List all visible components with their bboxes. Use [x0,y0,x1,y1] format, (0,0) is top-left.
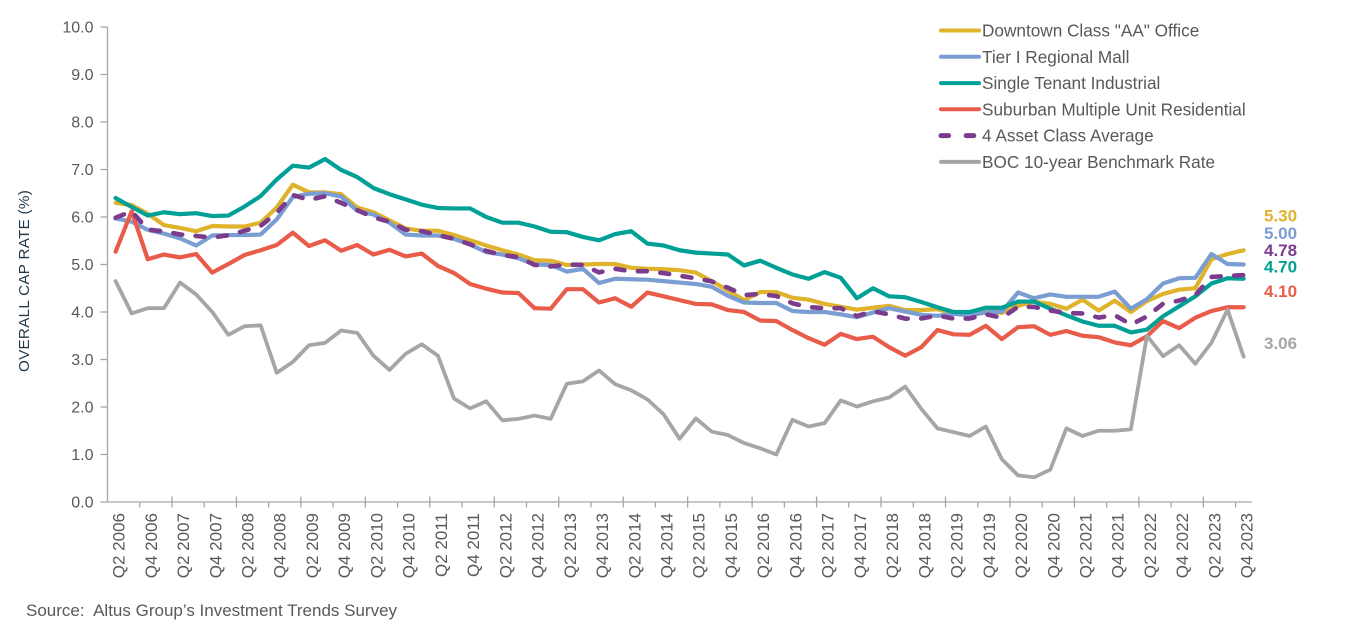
svg-text:Q4 2009: Q4 2009 [335,513,354,578]
svg-text:BOC 10-year Benchmark Rate: BOC 10-year Benchmark Rate [982,152,1215,172]
svg-text:Q2 2016: Q2 2016 [754,513,773,578]
svg-text:Q4 2020: Q4 2020 [1044,513,1063,578]
svg-text:5.0: 5.0 [71,257,93,274]
svg-text:2.0: 2.0 [71,400,93,417]
svg-text:Downtown Class "AA" Office: Downtown Class "AA" Office [982,21,1199,41]
svg-text:Q4 2022: Q4 2022 [1173,513,1192,578]
svg-text:Q4 2014: Q4 2014 [657,513,676,578]
svg-text:1.0: 1.0 [71,447,93,464]
svg-text:Q4 2018: Q4 2018 [915,513,934,578]
svg-text:Q2 2017: Q2 2017 [819,513,838,578]
svg-text:Q4 2019: Q4 2019 [980,513,999,578]
svg-text:4 Asset Class Average: 4 Asset Class Average [982,126,1154,146]
svg-text:3.0: 3.0 [71,352,93,369]
svg-text:3.06: 3.06 [1264,334,1297,353]
svg-text:Q4 2010: Q4 2010 [400,513,419,578]
svg-text:Q4 2012: Q4 2012 [529,513,548,578]
svg-text:Q2 2007: Q2 2007 [174,513,193,578]
svg-text:Q4 2016: Q4 2016 [786,513,805,578]
svg-text:Q2 2012: Q2 2012 [496,513,515,578]
svg-text:4.10: 4.10 [1264,282,1297,301]
svg-text:5.00: 5.00 [1264,224,1297,243]
svg-text:Q4 2013: Q4 2013 [593,513,612,578]
svg-text:OVERALL CAP RATE (%): OVERALL CAP RATE (%) [16,190,33,372]
svg-text:Q2 2020: Q2 2020 [1012,513,1031,578]
svg-text:Q2 2008: Q2 2008 [238,513,257,578]
svg-text:Q2 2006: Q2 2006 [110,513,129,578]
svg-text:Single Tenant Industrial: Single Tenant Industrial [982,73,1160,93]
svg-text:Q2 2018: Q2 2018 [883,513,902,578]
svg-text:Q2 2015: Q2 2015 [690,513,709,578]
svg-text:Q4 2023: Q4 2023 [1238,513,1257,578]
svg-text:Q2 2013: Q2 2013 [561,513,580,578]
svg-text:Q2 2022: Q2 2022 [1141,513,1160,578]
svg-text:8.0: 8.0 [71,115,93,132]
svg-text:0.0: 0.0 [71,495,93,512]
svg-text:Q4 2006: Q4 2006 [142,513,161,578]
svg-text:Q4 2021: Q4 2021 [1109,513,1128,578]
svg-text:Q4 2007: Q4 2007 [206,513,225,578]
svg-text:Q2 2023: Q2 2023 [1205,513,1224,578]
svg-text:Source: Altus Group’s Investm: Source: Altus Group’s Investment Trends … [26,601,398,620]
svg-text:Q2 2014: Q2 2014 [625,513,644,578]
svg-text:Q2 2021: Q2 2021 [1076,513,1095,578]
svg-text:5.30: 5.30 [1264,207,1297,226]
svg-text:Q4 2011: Q4 2011 [464,513,483,577]
svg-text:4.78: 4.78 [1264,241,1297,260]
svg-text:Q2 2019: Q2 2019 [948,513,967,578]
svg-text:4.0: 4.0 [71,305,93,322]
svg-text:Q2 2010: Q2 2010 [367,513,386,578]
svg-text:Q4 2008: Q4 2008 [271,513,290,578]
svg-text:Suburban Multiple Unit Residen: Suburban Multiple Unit Residential [982,99,1246,119]
svg-text:Q2 2009: Q2 2009 [303,513,322,578]
svg-text:Q4 2015: Q4 2015 [722,513,741,578]
svg-text:9.0: 9.0 [71,67,93,84]
svg-text:7.0: 7.0 [71,162,93,179]
svg-text:10.0: 10.0 [62,20,93,37]
svg-text:Tier I Regional Mall: Tier I Regional Mall [982,47,1129,67]
svg-text:Q4 2017: Q4 2017 [851,513,870,578]
svg-text:4.70: 4.70 [1264,258,1297,277]
svg-text:6.0: 6.0 [71,210,93,227]
svg-text:Q2 2011: Q2 2011 [432,513,451,577]
